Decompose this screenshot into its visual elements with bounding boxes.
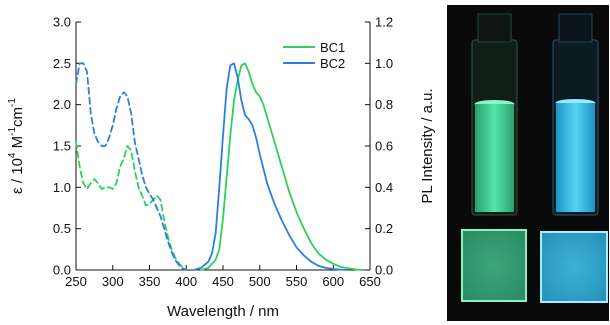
x-tick-label: 550 bbox=[286, 274, 308, 289]
y-left-tick-label: 1.5 bbox=[53, 139, 71, 154]
legend: BC1 BC2 bbox=[283, 40, 345, 71]
y-left-tick-label: 3.0 bbox=[53, 15, 71, 30]
series-bc2-absorption bbox=[75, 62, 188, 271]
vial-bc1-solution bbox=[475, 104, 514, 212]
film-bc2 bbox=[540, 231, 608, 303]
series-group bbox=[75, 62, 364, 271]
vial-photo bbox=[447, 5, 609, 321]
legend-label-bc1: BC1 bbox=[320, 40, 345, 55]
y-right-axis-label: PL Intensity / a.u. bbox=[419, 88, 436, 203]
vial-bc2-cap bbox=[558, 13, 593, 43]
y-right-ticks: 0.0 0.2 0.4 0.6 0.8 1.0 1.2 bbox=[365, 15, 393, 278]
x-axis-label: Wavelength / nm bbox=[167, 303, 279, 320]
x-ticks: 250 300 350 400 450 500 550 600 650 bbox=[65, 265, 381, 289]
y-left-label-part-2: M bbox=[9, 136, 26, 153]
y-left-tick-label: 2.5 bbox=[53, 56, 71, 71]
y-right-tick-label: 0.0 bbox=[375, 263, 393, 278]
y-left-tick-label: 2.0 bbox=[53, 97, 71, 112]
x-tick-label: 250 bbox=[65, 274, 87, 289]
vial-bc1-cap bbox=[477, 13, 512, 43]
x-tick-label: 350 bbox=[139, 274, 161, 289]
y-right-tick-label: 1.0 bbox=[375, 56, 393, 71]
y-left-ticks: 0.0 0.5 1.0 1.5 2.0 2.5 3.0 bbox=[53, 15, 81, 278]
film-bc1 bbox=[461, 229, 527, 302]
y-right-tick-label: 0.2 bbox=[375, 221, 393, 236]
y-right-tick-label: 0.4 bbox=[375, 180, 393, 195]
series-bc2-emission bbox=[192, 62, 349, 271]
x-tick-label: 300 bbox=[102, 274, 124, 289]
y-left-label-sup-3: -1 bbox=[7, 98, 18, 107]
vial-bc2-solution bbox=[556, 103, 595, 212]
y-left-tick-label: 0.0 bbox=[53, 263, 71, 278]
y-left-label-part-3: cm bbox=[9, 107, 26, 127]
series-bc1-emission bbox=[200, 62, 364, 271]
x-tick-label: 600 bbox=[322, 274, 344, 289]
legend-label-bc2: BC2 bbox=[320, 56, 345, 71]
y-right-tick-label: 1.2 bbox=[375, 15, 393, 30]
series-bc1-absorption bbox=[75, 141, 188, 271]
y-right-tick-label: 0.6 bbox=[375, 139, 393, 154]
y-left-label-sup-2: -1 bbox=[7, 127, 18, 136]
plot-area: 250 300 350 400 450 500 550 600 650 0.0 0.5 1.0 1.5… bbox=[7, 15, 436, 321]
y-left-tick-label: 0.5 bbox=[53, 221, 71, 236]
x-tick-label: 650 bbox=[359, 274, 381, 289]
x-tick-label: 450 bbox=[212, 274, 234, 289]
y-left-label-sup-1: 4 bbox=[7, 152, 18, 158]
y-left-label-part-1: ε / 10 bbox=[9, 158, 26, 194]
y-left-axis-label: ε / 104 M-1cm-1 bbox=[7, 98, 26, 194]
x-tick-label: 500 bbox=[249, 274, 271, 289]
y-right-tick-label: 0.8 bbox=[375, 97, 393, 112]
x-tick-label: 400 bbox=[175, 274, 197, 289]
y-left-tick-label: 1.0 bbox=[53, 180, 71, 195]
